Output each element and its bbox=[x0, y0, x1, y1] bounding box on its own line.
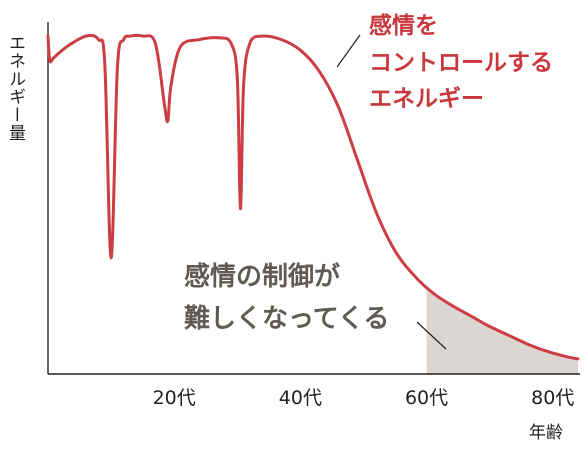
y-axis-label: エネルギー量 bbox=[5, 34, 25, 142]
x-axis-label: 年齢 bbox=[529, 423, 563, 443]
shaded-region bbox=[426, 287, 578, 374]
x-tick-label: 40代 bbox=[279, 387, 322, 409]
x-tick-label: 60代 bbox=[405, 387, 448, 409]
annotation-gray: 感情の制御が 難しくなってくる bbox=[184, 261, 389, 334]
annotation-leader-red bbox=[336, 34, 361, 68]
series-layer bbox=[46, 33, 580, 361]
x-tick-label: 80代 bbox=[531, 387, 574, 409]
energy-series-line bbox=[46, 33, 580, 361]
axes bbox=[47, 22, 580, 375]
annotation-red: 感情を コントロールする エネルギー bbox=[369, 12, 553, 112]
shaded-region-layer bbox=[426, 287, 578, 374]
annotation-red-line-2: コントロールする bbox=[369, 50, 553, 76]
annotation-gray-line-1: 感情の制御が bbox=[184, 261, 340, 292]
x-tick-labels: 20代 40代 60代 80代 bbox=[153, 387, 575, 409]
annotation-gray-line-2: 難しくなってくる bbox=[184, 304, 389, 334]
x-tick-label: 20代 bbox=[153, 387, 196, 409]
annotation-leader-gray bbox=[416, 321, 447, 350]
annotation-red-line-1: 感情を bbox=[369, 12, 438, 39]
annotation-red-line-3: エネルギー bbox=[369, 86, 484, 112]
